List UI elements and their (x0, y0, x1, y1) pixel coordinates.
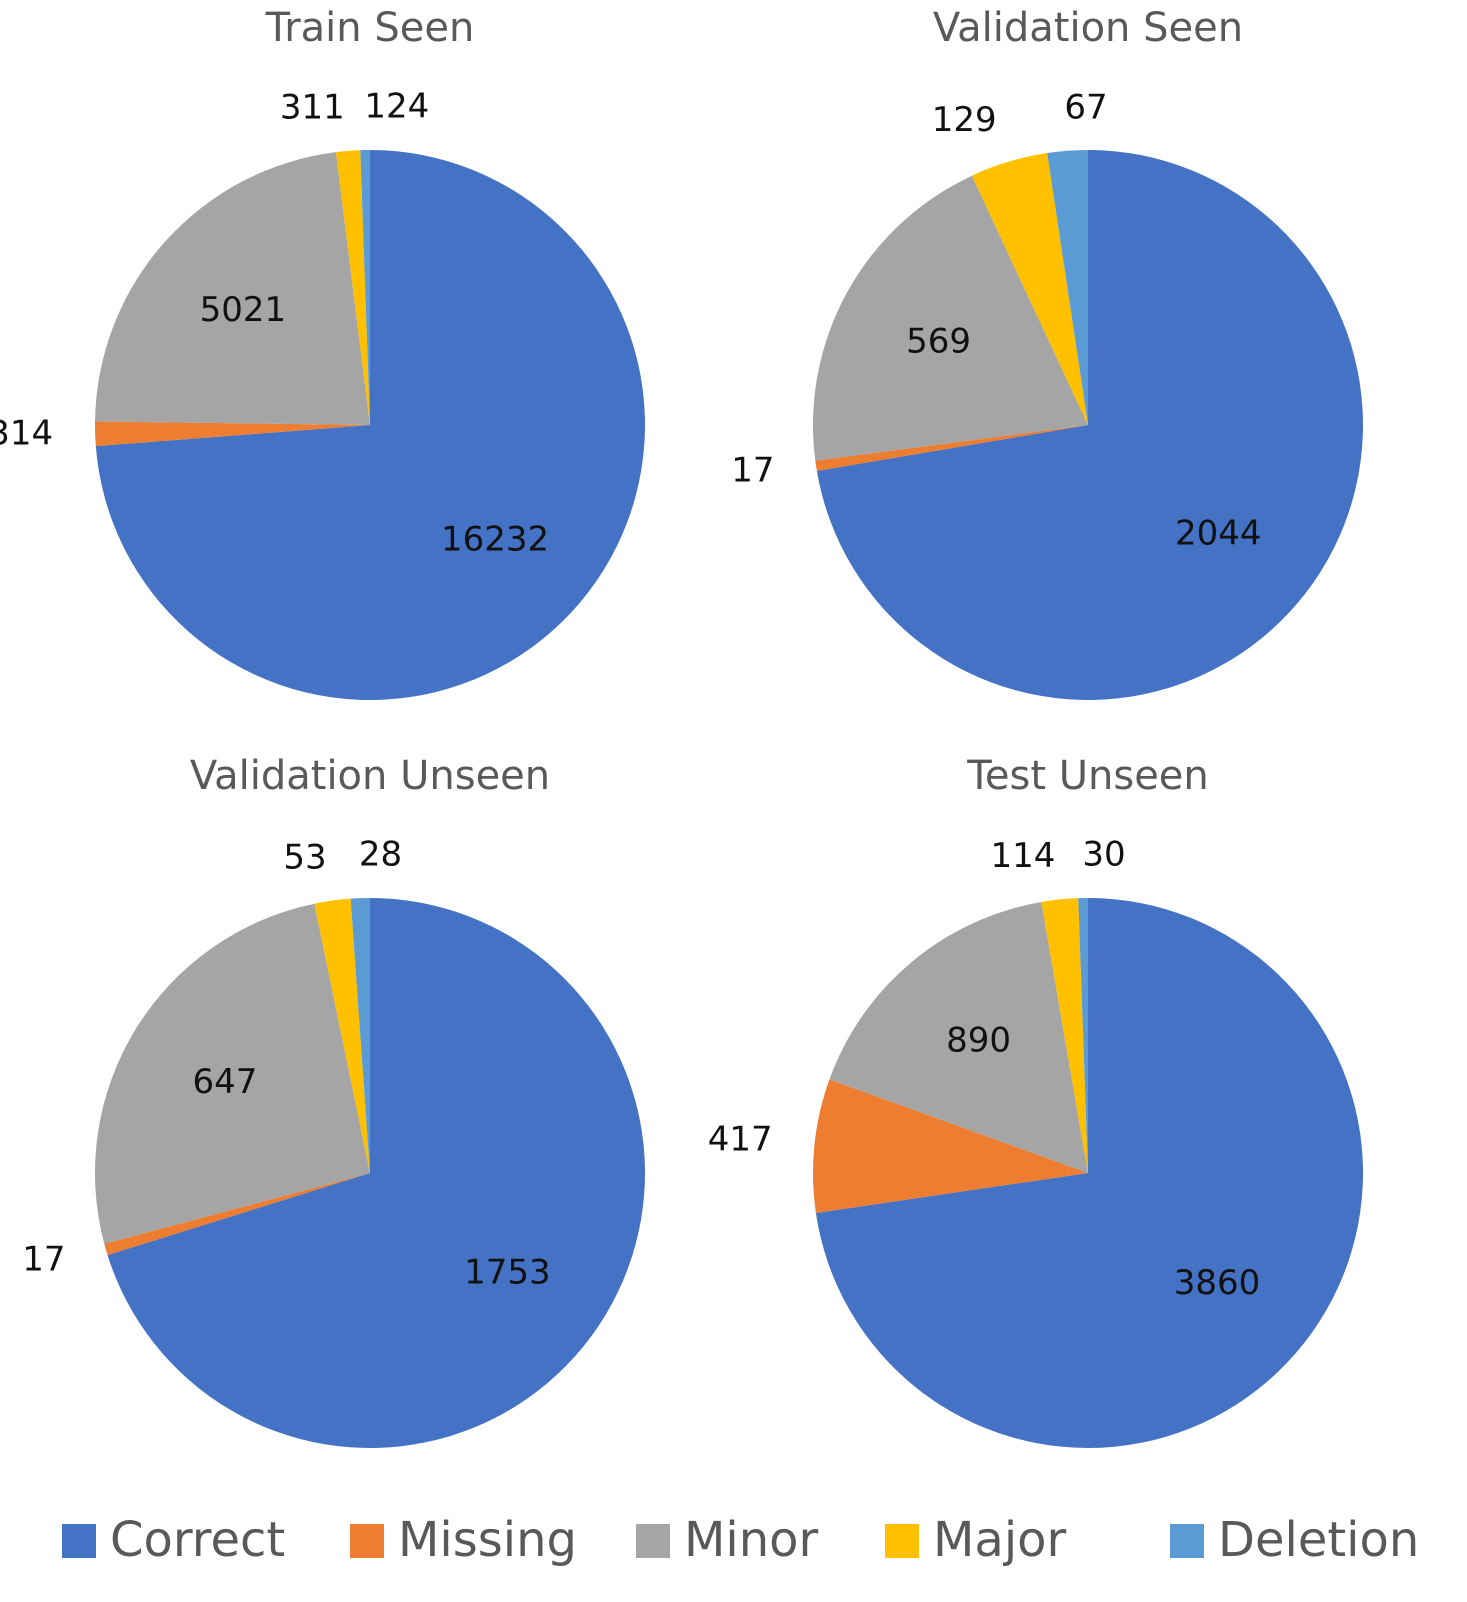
data-label: 124 (364, 87, 429, 127)
chart-title: Validation Unseen (190, 753, 550, 799)
data-label: 30 (1082, 835, 1125, 875)
pie-slice (95, 421, 370, 447)
pie-slice (95, 152, 370, 425)
data-label: 3860 (1174, 1263, 1261, 1303)
pie-slice (815, 898, 1363, 1449)
legend-swatch (1170, 1524, 1204, 1558)
legend-swatch (885, 1524, 919, 1558)
pie-slice (350, 898, 370, 1173)
data-label: 53 (283, 837, 326, 877)
pie-slice (314, 898, 370, 1173)
pie-slice (971, 153, 1088, 426)
data-label: 67 (1064, 87, 1107, 127)
chart-title: Train Seen (265, 5, 475, 51)
chart-title: Test Unseen (966, 753, 1209, 799)
data-label: 16232 (441, 519, 549, 559)
pie-slice (815, 425, 1088, 471)
legend-label: Correct (110, 1512, 285, 1568)
data-label: 28 (359, 835, 402, 875)
data-label: 129 (932, 100, 997, 140)
pie-slice (829, 901, 1088, 1173)
pie-slice (95, 150, 645, 700)
pie-slice (1078, 898, 1088, 1173)
data-label: 17 (22, 1240, 65, 1280)
pie-slice (107, 898, 645, 1448)
pie-slice (1041, 898, 1088, 1173)
data-label: 17 (731, 451, 774, 491)
pie-slice (335, 150, 370, 425)
legend-label: Major (933, 1512, 1067, 1568)
legend-label: Deletion (1218, 1512, 1419, 1568)
pie-slice (360, 150, 370, 425)
legend-swatch (350, 1524, 384, 1558)
legend-swatch (636, 1524, 670, 1558)
data-label: 417 (708, 1120, 773, 1160)
data-label: 569 (906, 321, 971, 361)
legend-label: Missing (398, 1512, 577, 1568)
legend-label: Minor (684, 1512, 819, 1568)
pie-slice (94, 903, 371, 1244)
legend-swatch (62, 1524, 96, 1558)
data-label: 890 (946, 1021, 1011, 1061)
data-label: 1753 (464, 1252, 551, 1292)
data-label: 311 (280, 88, 345, 128)
data-label: 114 (991, 836, 1056, 876)
pie-slice (104, 1173, 371, 1256)
chart-title: Validation Seen (933, 5, 1243, 51)
pie-slice (813, 175, 1088, 461)
data-label: 2044 (1175, 514, 1262, 554)
data-label: 5021 (200, 290, 287, 330)
pie-slice (1047, 150, 1088, 425)
pie-slice (816, 150, 1363, 700)
pie-slice (813, 1079, 1088, 1213)
data-label: 314 (0, 414, 53, 454)
data-label: 647 (192, 1062, 257, 1102)
